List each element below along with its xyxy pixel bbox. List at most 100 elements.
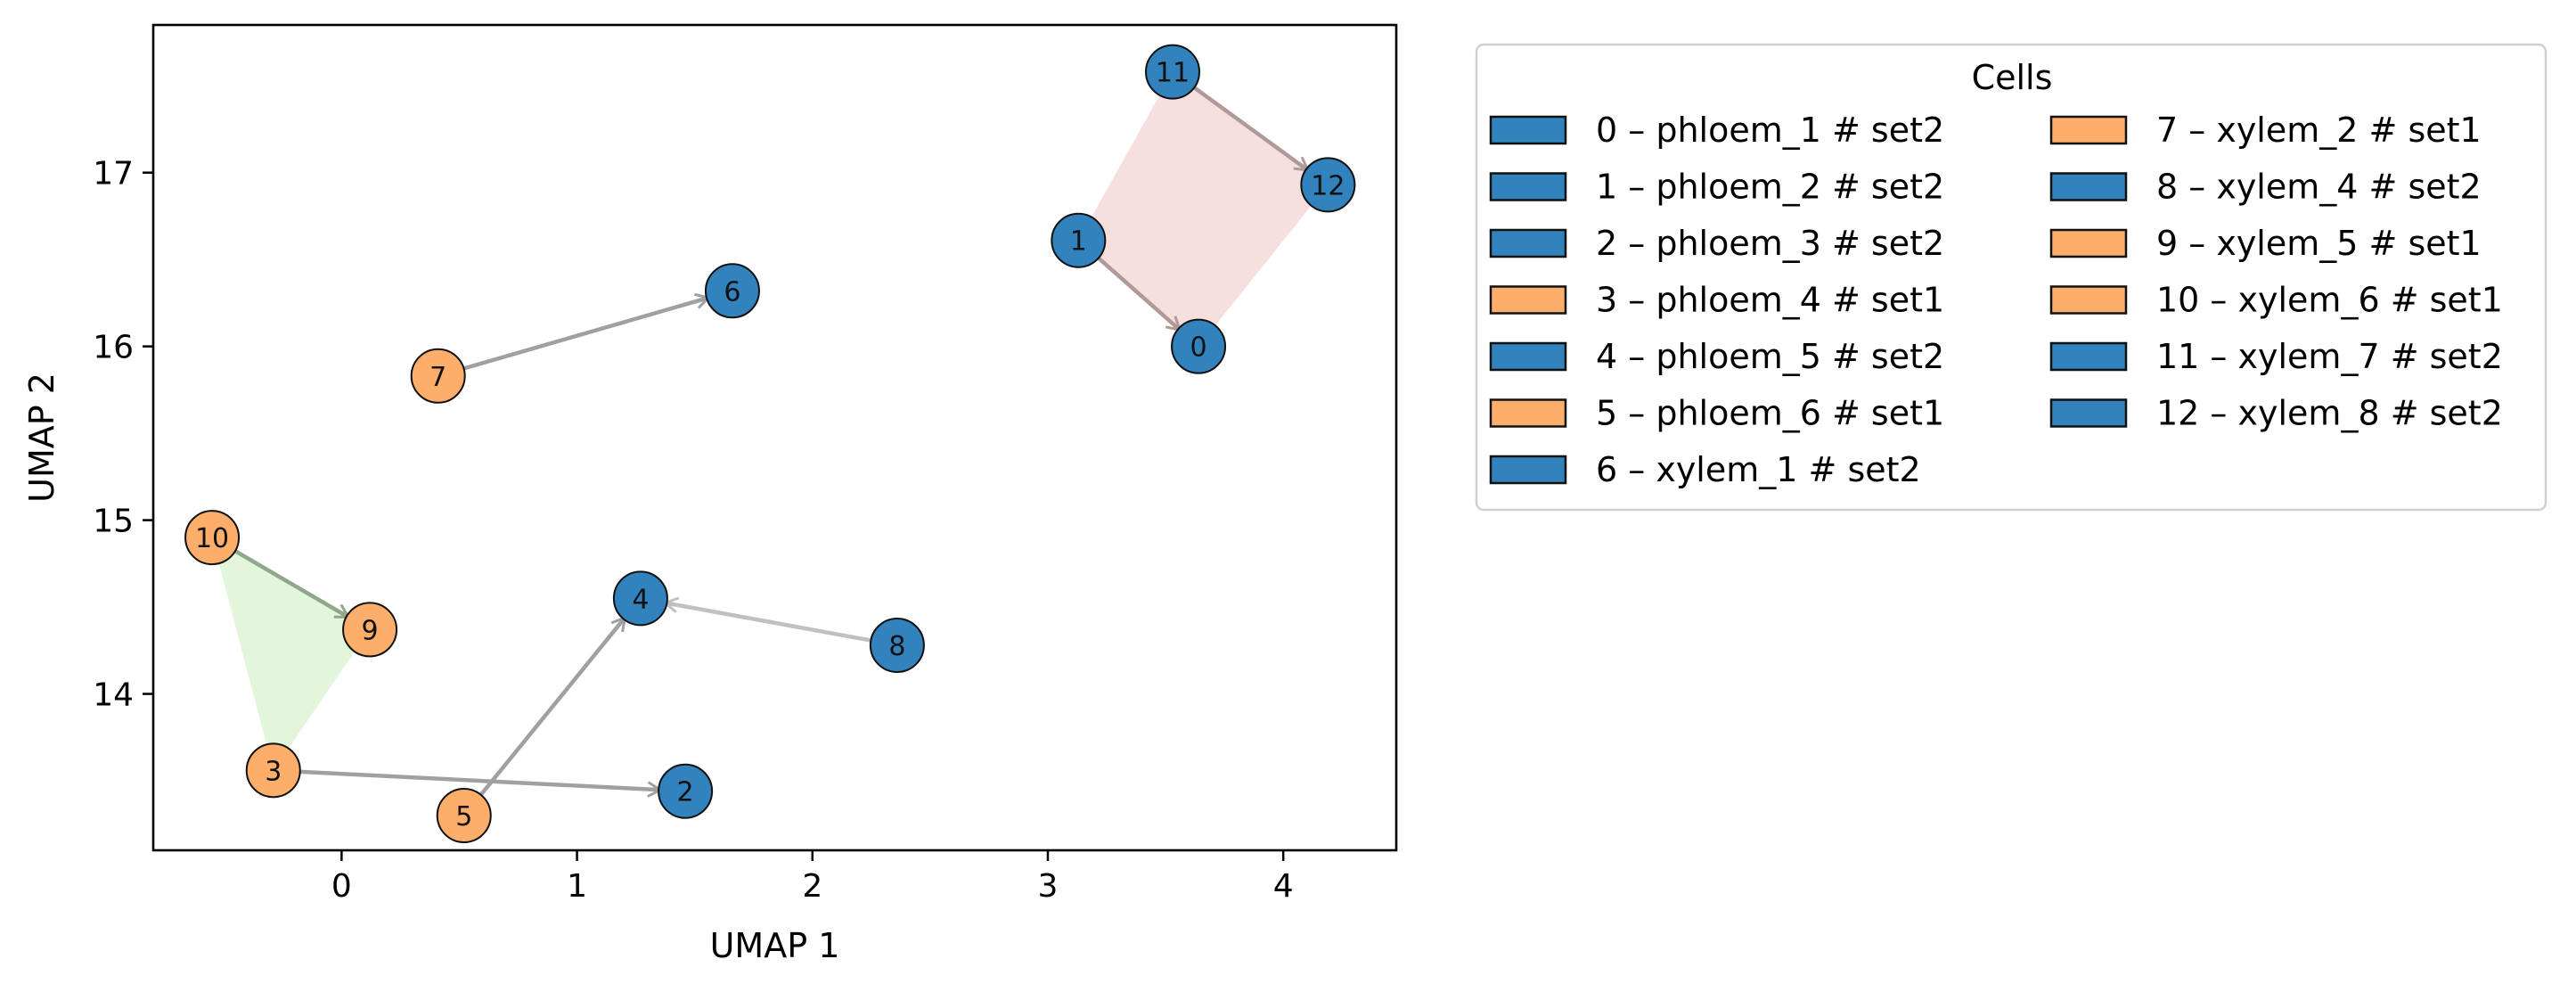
cell-point-6: 6: [704, 263, 760, 319]
cell-point-2: 2: [658, 763, 714, 819]
cell-point-0: 0: [1171, 318, 1227, 374]
x-tick-label: 3: [1038, 868, 1059, 905]
cell-label: 0: [1190, 332, 1207, 364]
legend-swatch: [1489, 455, 1567, 485]
arrow-8-to-4: [662, 596, 898, 648]
cell-point-5: 5: [436, 788, 492, 844]
cell-point-4: 4: [612, 570, 668, 627]
legend-label: 1 – phloem_2 # set2: [1596, 168, 1944, 207]
cell-label: 1: [1070, 226, 1087, 258]
legend-label: 2 – phloem_3 # set2: [1596, 224, 1944, 263]
legend-swatch: [2049, 398, 2128, 428]
legend-entry-12: 12 – xylem_8 # set2: [2049, 394, 2503, 433]
legend-swatch: [2049, 228, 2128, 258]
legend-swatch: [1489, 285, 1567, 315]
cell-marker: [245, 742, 301, 799]
cell-label: 8: [888, 631, 905, 662]
legend-swatch: [1489, 228, 1567, 258]
legend-label: 7 – xylem_2 # set1: [2156, 111, 2482, 150]
y-axis-label: UMAP 2: [22, 373, 61, 503]
plot-frame: [151, 23, 1398, 852]
x-axis-label: UMAP 1: [710, 926, 840, 965]
cell-point-12: 12: [1300, 157, 1356, 213]
cell-point-9: 9: [342, 602, 398, 658]
legend-swatch: [2049, 115, 2128, 145]
x-tick-label: 0: [331, 868, 352, 905]
y-tick-label: 16: [93, 330, 134, 366]
cell-label: 2: [677, 777, 694, 808]
cell-marker: [1145, 44, 1201, 100]
legend-label: 6 – xylem_1 # set2: [1596, 450, 1921, 489]
legend-label: 8 – xylem_4 # set2: [2156, 168, 2482, 207]
legend-label: 10 – xylem_6 # set1: [2156, 281, 2503, 320]
legend-label: 5 – phloem_6 # set1: [1596, 394, 1944, 433]
legend-swatch: [1489, 115, 1567, 145]
cell-label: 5: [455, 801, 472, 832]
cell-label: 9: [362, 615, 379, 646]
cell-label: 11: [1156, 58, 1190, 89]
arrow-7-to-6: [438, 292, 711, 378]
legend-swatch: [1489, 172, 1567, 201]
legend: Cells 0 – phloem_1 # set2 1 – phloem_2 # …: [1475, 43, 2547, 512]
y-tick-label: 14: [93, 677, 134, 714]
cell-point-7: 7: [410, 348, 466, 404]
legend-title: Cells: [1972, 58, 2053, 97]
cell-marker: [869, 617, 925, 673]
legend-entry-0: 0 – phloem_1 # set2: [1489, 111, 1944, 150]
cell-label: 12: [1311, 170, 1345, 201]
cell-label: 3: [265, 756, 282, 787]
cell-marker: [436, 788, 492, 844]
cell-marker: [410, 348, 466, 404]
legend-label: 12 – xylem_8 # set2: [2156, 394, 2503, 433]
y-tick-label: 17: [93, 156, 134, 193]
legend-label: 9 – xylem_5 # set1: [2156, 224, 2482, 263]
legend-swatch: [1489, 341, 1567, 372]
cell-label: 4: [632, 584, 649, 615]
legend-label: 4 – phloem_5 # set2: [1596, 337, 1944, 376]
legend-swatch: [2049, 341, 2128, 372]
cell-label: 10: [195, 523, 229, 554]
cell-point-10: 10: [184, 510, 241, 566]
cell-label: 6: [724, 276, 740, 307]
cell-point-1: 1: [1051, 212, 1107, 268]
legend-entry-10: 10 – xylem_6 # set1: [2049, 281, 2503, 320]
legend-entry-5: 5 – phloem_6 # set1: [1489, 394, 1944, 433]
cell-marker: [184, 510, 241, 566]
y-axis-ticks: 14 15 16 17: [93, 156, 153, 714]
legend-swatch: [2049, 172, 2128, 201]
legend-label: 0 – phloem_1 # set2: [1596, 111, 1944, 150]
legend-entry-6: 6 – xylem_1 # set2: [1489, 450, 1921, 489]
cell-label: 7: [429, 362, 446, 393]
y-tick-label: 15: [93, 504, 134, 540]
legend-entry-1: 1 – phloem_2 # set2: [1489, 168, 1944, 207]
legend-entry-9: 9 – xylem_5 # set1: [2049, 224, 2482, 263]
cell-marker: [658, 763, 714, 819]
x-tick-label: 1: [567, 868, 587, 905]
legend-entry-3: 3 – phloem_4 # set1: [1489, 281, 1944, 320]
legend-label: 3 – phloem_4 # set1: [1596, 281, 1944, 320]
legend-label: 11 – xylem_7 # set2: [2156, 337, 2503, 376]
cell-marker: [704, 263, 760, 319]
legend-entry-11: 11 – xylem_7 # set2: [2049, 337, 2503, 376]
legend-entry-8: 8 – xylem_4 # set2: [2049, 168, 2482, 207]
cell-point-8: 8: [869, 617, 925, 673]
legend-box: [1475, 43, 2547, 512]
cluster-hull-1: [212, 537, 371, 771]
cell-marker: [1051, 212, 1107, 268]
x-tick-label: 2: [802, 868, 822, 905]
cell-marker: [1300, 157, 1356, 213]
cell-marker: [1171, 318, 1227, 374]
legend-entries: 0 – phloem_1 # set2 1 – phloem_2 # set2 2 …: [1489, 111, 2503, 489]
legend-swatch: [2049, 285, 2128, 315]
legend-entry-4: 4 – phloem_5 # set2: [1489, 337, 1944, 376]
legend-swatch: [1489, 398, 1567, 428]
cluster-hulls: [212, 71, 1329, 771]
x-tick-label: 4: [1273, 868, 1294, 905]
x-axis-ticks: 0 1 2 3 4: [331, 850, 1294, 905]
cluster-hull-0: [1078, 71, 1329, 347]
cell-marker: [612, 570, 668, 627]
legend-entry-2: 2 – phloem_3 # set2: [1489, 224, 1944, 263]
cell-point-11: 11: [1145, 44, 1201, 100]
